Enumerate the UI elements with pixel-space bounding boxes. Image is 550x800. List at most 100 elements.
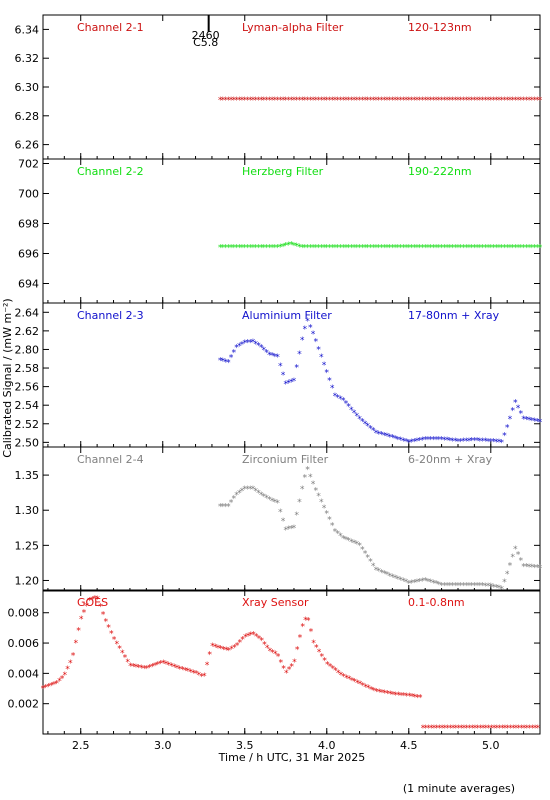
panel-2: 694 696 698 700 702 Channel 2-2 Herzberg Filte… <box>18 158 543 304</box>
x-tick-label: 2.5 <box>72 739 90 752</box>
data-point: * <box>269 497 274 507</box>
data-point: * <box>335 244 340 254</box>
data-point: * <box>516 724 521 734</box>
y-tick-label: 0.006 <box>8 637 40 650</box>
x-tick-label: 3.5 <box>236 739 254 752</box>
data-point: * <box>291 96 296 106</box>
data-point: * <box>401 244 406 254</box>
data-point: * <box>455 96 460 106</box>
data-point: * <box>526 96 531 106</box>
data-point: * <box>371 96 376 106</box>
data-point: * <box>376 244 381 254</box>
data-point: * <box>376 430 381 440</box>
data-point: * <box>103 618 108 628</box>
y-tick-label: 2.64 <box>15 306 40 319</box>
data-point: * <box>494 96 499 106</box>
data-point: * <box>272 244 277 254</box>
data-point: * <box>507 96 512 106</box>
data-point: * <box>217 503 222 513</box>
data-point: * <box>485 244 490 254</box>
data-point: * <box>535 417 540 427</box>
data-point: * <box>308 324 313 334</box>
data-point: * <box>371 244 376 254</box>
data-point: * <box>390 434 395 444</box>
y-tick-label: 6.28 <box>15 110 40 123</box>
y-tick-label: 2.54 <box>15 399 40 412</box>
data-point: * <box>340 244 345 254</box>
data-point: * <box>158 660 163 670</box>
data-point: * <box>537 96 542 106</box>
data-point: * <box>239 96 244 106</box>
data-point: * <box>362 550 367 560</box>
data-point: * <box>305 317 310 327</box>
data-point: * <box>472 436 477 446</box>
data-point: * <box>202 672 207 682</box>
data-point: * <box>526 244 531 254</box>
data-point: * <box>217 244 222 254</box>
data-point: * <box>174 664 179 674</box>
data-point: * <box>272 96 277 106</box>
data-point: * <box>354 96 359 106</box>
data-point: * <box>363 683 368 693</box>
data-point: * <box>349 244 354 254</box>
data-point: * <box>365 422 370 432</box>
data-point: * <box>469 724 474 734</box>
data-point: * <box>491 244 496 254</box>
data-point: * <box>73 639 78 649</box>
data-point: * <box>286 379 291 389</box>
data-point: * <box>122 654 127 664</box>
data-point: * <box>395 244 400 254</box>
data-point: * <box>480 96 485 106</box>
data-point: * <box>463 96 468 106</box>
data-point: * <box>472 244 477 254</box>
data-point: * <box>510 96 515 106</box>
data-point: * <box>360 681 365 691</box>
data-point: * <box>327 663 332 673</box>
data-point: * <box>444 436 449 446</box>
data-point: * <box>321 361 326 371</box>
data-point: * <box>330 521 335 531</box>
data-point: * <box>133 663 138 673</box>
data-point: * <box>491 438 496 448</box>
panel-label: Zirconium Filter <box>242 453 329 466</box>
data-point: * <box>259 637 264 647</box>
data-point: * <box>231 96 236 106</box>
data-point: * <box>381 431 386 441</box>
data-point: * <box>297 243 302 253</box>
data-point: * <box>218 645 223 655</box>
data-point: * <box>48 682 53 692</box>
data-point: * <box>434 724 439 734</box>
y-tick-label: 0.004 <box>8 667 40 680</box>
data-point: * <box>357 96 362 106</box>
data-point: * <box>412 578 417 588</box>
data-point: * <box>338 96 343 106</box>
data-point: * <box>344 674 349 684</box>
data-point: * <box>431 96 436 106</box>
data-point: * <box>335 96 340 106</box>
data-point: * <box>335 393 340 403</box>
data-point: * <box>289 241 294 251</box>
data-point: * <box>327 96 332 106</box>
data-point: * <box>409 693 414 703</box>
data-point: * <box>456 724 461 734</box>
data-point: * <box>220 357 225 367</box>
data-point: * <box>248 96 253 106</box>
data-point: * <box>330 244 335 254</box>
data-point: * <box>289 378 294 388</box>
data-point: * <box>278 362 283 372</box>
data-point: * <box>417 244 422 254</box>
data-point: * <box>537 418 542 428</box>
data-point: * <box>59 674 64 684</box>
data-point: * <box>535 96 540 106</box>
panel-1: 6.26 6.28 6.30 6.32 6.34 Channel 2-1 Lyman-alp… <box>15 14 543 160</box>
data-point: * <box>439 581 444 591</box>
y-tick-label: 1.20 <box>15 574 40 587</box>
data-point: * <box>125 658 130 668</box>
data-point: * <box>87 596 92 606</box>
data-point: * <box>406 244 411 254</box>
data-point: * <box>264 244 269 254</box>
data-point: * <box>491 724 496 734</box>
data-point: * <box>524 96 529 106</box>
data-point: * <box>461 244 466 254</box>
data-point: * <box>220 503 225 513</box>
